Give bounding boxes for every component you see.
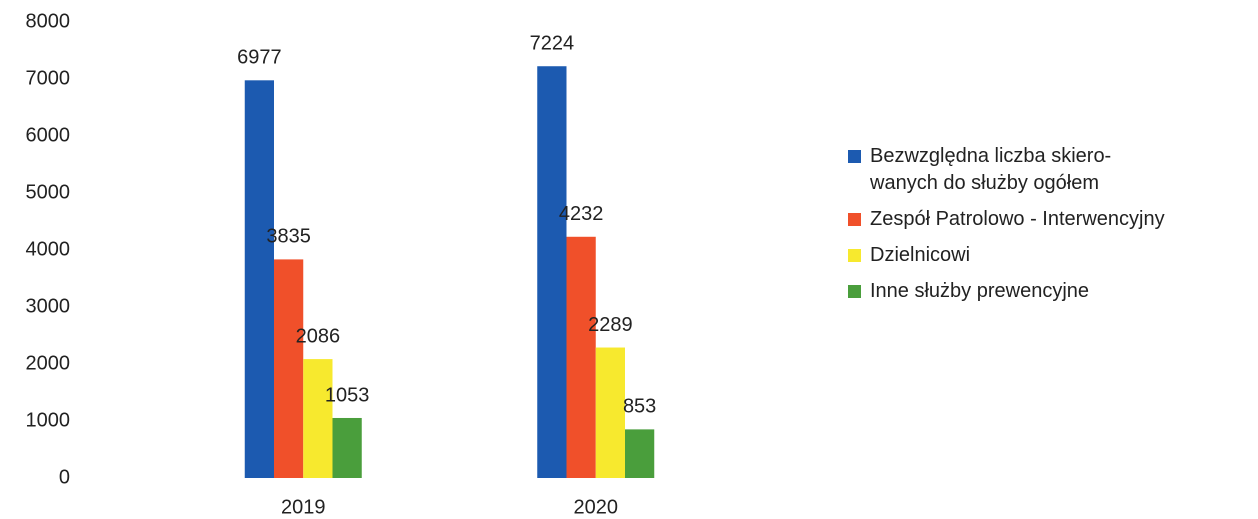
bar [595, 347, 625, 478]
legend-label: Inne służby prewencyjne [870, 280, 1090, 302]
legend-swatch [848, 150, 861, 163]
data-label: 3835 [266, 226, 311, 248]
y-tick-label: 3000 [26, 295, 71, 317]
bar [274, 259, 304, 478]
legend-item: Inne służby prewencyjne [848, 278, 1165, 305]
bar [303, 359, 333, 478]
y-tick-label: 0 [59, 466, 70, 488]
data-label: 4232 [559, 203, 604, 225]
legend-item: Bezwzględna liczba skiero- wanych do słu… [848, 143, 1165, 197]
bar [537, 66, 567, 479]
legend-label: Zespół Patrolowo - Interwencyjny [870, 208, 1165, 230]
y-tick-label: 2000 [26, 352, 71, 374]
legend-swatch [848, 249, 861, 262]
legend-swatch [848, 285, 861, 298]
x-tick-label: 2019 [281, 496, 326, 518]
bar [625, 429, 655, 478]
bar [332, 417, 362, 478]
y-tick-label: 8000 [26, 10, 71, 32]
data-label: 6977 [237, 47, 282, 69]
bar [566, 236, 596, 478]
y-tick-label: 7000 [26, 67, 71, 89]
x-tick-label: 2020 [574, 496, 619, 518]
bar [244, 80, 274, 478]
legend-item: Zespół Patrolowo - Interwencyjny [848, 206, 1165, 233]
y-tick-label: 5000 [26, 181, 71, 203]
data-label: 2289 [588, 314, 633, 336]
data-label: 1053 [325, 384, 370, 406]
data-label: 853 [623, 396, 656, 418]
data-label: 7224 [530, 33, 575, 55]
legend-label: Dzielnicowi [870, 244, 971, 266]
data-label: 2086 [296, 325, 341, 347]
legend-label: Bezwzględna liczba skiero- wanych do słu… [870, 145, 1112, 194]
y-tick-label: 1000 [26, 409, 71, 431]
y-tick-label: 4000 [26, 238, 71, 260]
legend-swatch [848, 213, 861, 226]
y-tick-label: 6000 [26, 124, 71, 146]
legend: Bezwzględna liczba skiero- wanych do słu… [848, 143, 1165, 314]
legend-item: Dzielnicowi [848, 242, 1165, 269]
